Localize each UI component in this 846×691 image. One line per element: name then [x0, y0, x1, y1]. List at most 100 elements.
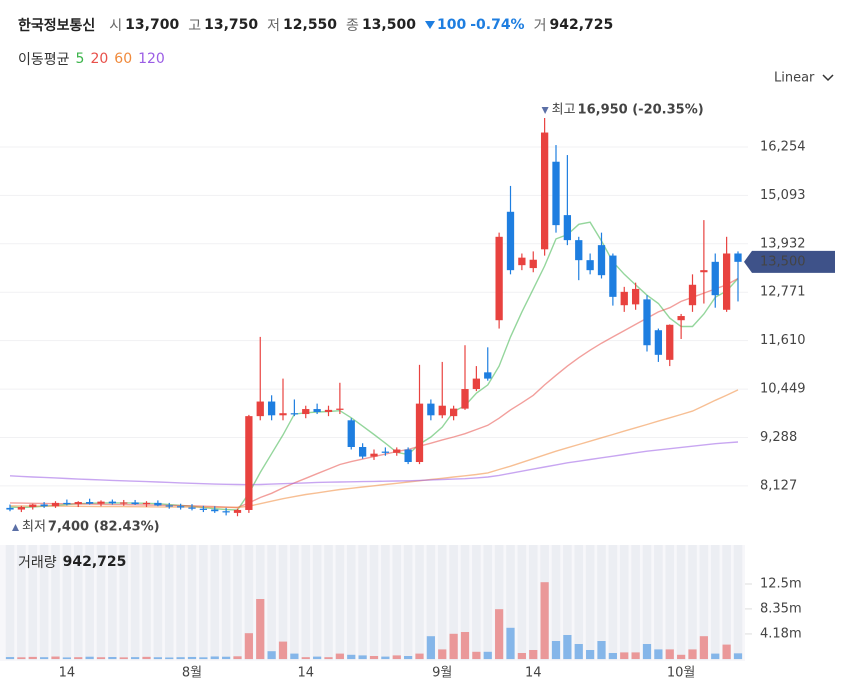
- quote-value: 13,750: [204, 17, 259, 33]
- quote-value: 13,700: [125, 17, 180, 33]
- volume-bar: [620, 652, 629, 659]
- legend-item[interactable]: 60: [114, 51, 133, 67]
- volume-column: [267, 545, 276, 660]
- candle-body: [631, 288, 640, 305]
- volume-column: [722, 545, 731, 660]
- legend-item[interactable]: 5: [75, 51, 85, 67]
- ma-title: 이동평균: [18, 52, 70, 68]
- y-tick-label: 8,127: [760, 478, 797, 493]
- candle-body: [233, 509, 242, 513]
- candle-body: [438, 405, 446, 416]
- volume-bar: [688, 649, 697, 659]
- volume-bar: [210, 656, 219, 659]
- volume-bar: [381, 656, 390, 659]
- candle-body: [108, 501, 117, 504]
- legend-item[interactable]: 120: [138, 51, 165, 67]
- x-tick-label: 8월: [182, 666, 202, 681]
- volume-column: [244, 545, 254, 660]
- volume-column: [563, 545, 572, 660]
- volume-bar: [28, 656, 37, 659]
- price-tag: [744, 250, 835, 273]
- quote-header: 한국정보통신 시 13,700 고 13,750 저 12,550 종 13,500 1…: [18, 14, 622, 36]
- legend-item[interactable]: 20: [90, 51, 109, 67]
- candle-body: [586, 260, 594, 271]
- volume-column: [346, 545, 356, 660]
- volume-bar: [153, 657, 162, 659]
- candle-body: [666, 324, 674, 360]
- volume-column: [153, 545, 163, 660]
- volume-bar: [642, 644, 652, 659]
- change-pct: -0.74%: [470, 17, 525, 33]
- quote-label: 거: [533, 18, 547, 34]
- volume-bar: [654, 649, 663, 659]
- volume-column: [426, 545, 436, 660]
- annotation-value: 16,950 (-20.35%): [578, 103, 704, 118]
- volume-bar: [176, 657, 185, 659]
- ma-legend: 이동평균 5 20 60 120: [18, 49, 171, 69]
- volume-bar: [426, 636, 435, 659]
- volume-bar: [313, 656, 322, 659]
- candle-body: [142, 502, 151, 505]
- ma-line: [9, 441, 739, 486]
- volume-column: [108, 545, 117, 660]
- candle-body: [176, 506, 185, 508]
- volume-bar: [17, 657, 26, 659]
- volume-bar: [108, 657, 117, 659]
- volume-column: [506, 545, 515, 660]
- candle-body: [620, 291, 628, 306]
- y-tick-label: 15,093: [760, 188, 806, 203]
- volume-bar: [551, 641, 561, 659]
- candle-body: [120, 502, 128, 504]
- volume-column: [403, 545, 413, 660]
- volume-column: [369, 545, 379, 660]
- volume-column: [324, 545, 333, 660]
- volume-column: [676, 545, 686, 660]
- volume-bar: [142, 656, 151, 659]
- volume-column: [460, 545, 470, 660]
- candle-body: [518, 257, 526, 266]
- volume-bar: [404, 656, 413, 659]
- volume-column: [619, 545, 629, 660]
- candle-body: [211, 509, 219, 512]
- annotation-label: 최저: [22, 520, 46, 535]
- volume-tick-label: 4.18m: [760, 626, 802, 641]
- volume-column: [130, 545, 140, 660]
- volume-bar: [438, 649, 447, 659]
- volume-column: [710, 545, 720, 660]
- volume-column: [688, 545, 697, 660]
- candle-body: [51, 502, 60, 507]
- volume-column: [278, 545, 288, 660]
- volume-column: [62, 545, 72, 660]
- volume-column: [483, 545, 493, 660]
- candle-body: [97, 501, 105, 504]
- candle-body: [575, 240, 583, 261]
- candle-body: [17, 507, 26, 510]
- volume-bar: [5, 657, 15, 659]
- x-tick-label: 9월: [432, 666, 452, 681]
- candle-body: [427, 403, 435, 416]
- volume-bar: [324, 657, 333, 659]
- volume-column: [73, 545, 83, 660]
- chevron-icon[interactable]: [822, 74, 834, 82]
- volume-column: [221, 545, 231, 660]
- scale-toggle[interactable]: Linear: [774, 71, 815, 86]
- volume-bar: [187, 656, 197, 659]
- candle-body: [370, 453, 378, 457]
- quote-label: 고: [188, 18, 202, 34]
- volume-column: [51, 545, 60, 660]
- candle-body: [404, 449, 412, 463]
- volume-bar: [267, 651, 276, 659]
- volume-bar: [290, 653, 299, 659]
- candle-body: [324, 409, 333, 412]
- volume-column: [210, 545, 220, 660]
- candle-body: [529, 259, 537, 269]
- candle-body: [279, 413, 287, 416]
- volume-column: [39, 545, 49, 660]
- volume-column: [585, 545, 595, 660]
- volume-bar: [165, 657, 174, 659]
- y-tick-label: 16,254: [760, 139, 806, 154]
- volume-bar: [597, 641, 606, 659]
- candle-body: [74, 502, 82, 505]
- candle-body: [222, 511, 230, 513]
